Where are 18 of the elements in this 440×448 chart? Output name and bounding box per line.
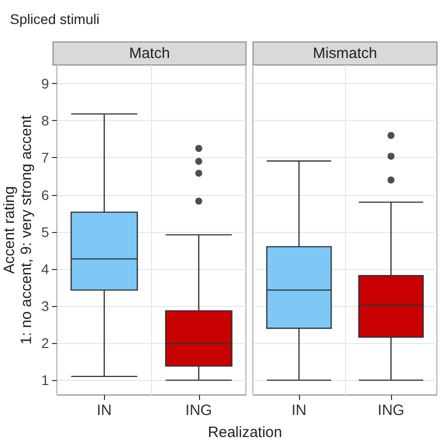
x-tick-label: IN	[292, 402, 306, 419]
y-tick-label: 1	[41, 372, 50, 388]
y-tick-label: 9	[41, 76, 50, 92]
x-tick-label: ING	[378, 402, 404, 419]
y-tick-label: 4	[41, 260, 50, 277]
chart-subtitle: Match	[129, 45, 170, 62]
chart-subtitle: Mismatch	[312, 45, 378, 62]
x-tick-label: ING	[185, 402, 212, 419]
y-tick-label: 8	[41, 112, 50, 129]
y-tick-label: 7	[41, 150, 50, 166]
x-tick-label: IN	[96, 402, 112, 419]
x-axis-title: Realization	[208, 424, 282, 441]
chart-title: Spliced stimuli	[10, 11, 100, 27]
y-tick-label: 5	[41, 224, 50, 240]
y-tick-label: 2	[41, 335, 50, 352]
y-tick-label: 3	[41, 298, 50, 314]
y-tick-label: 6	[41, 186, 50, 203]
y-axis-title: Accent rating 1: no accent, 9: very strong accent	[1, 114, 35, 345]
